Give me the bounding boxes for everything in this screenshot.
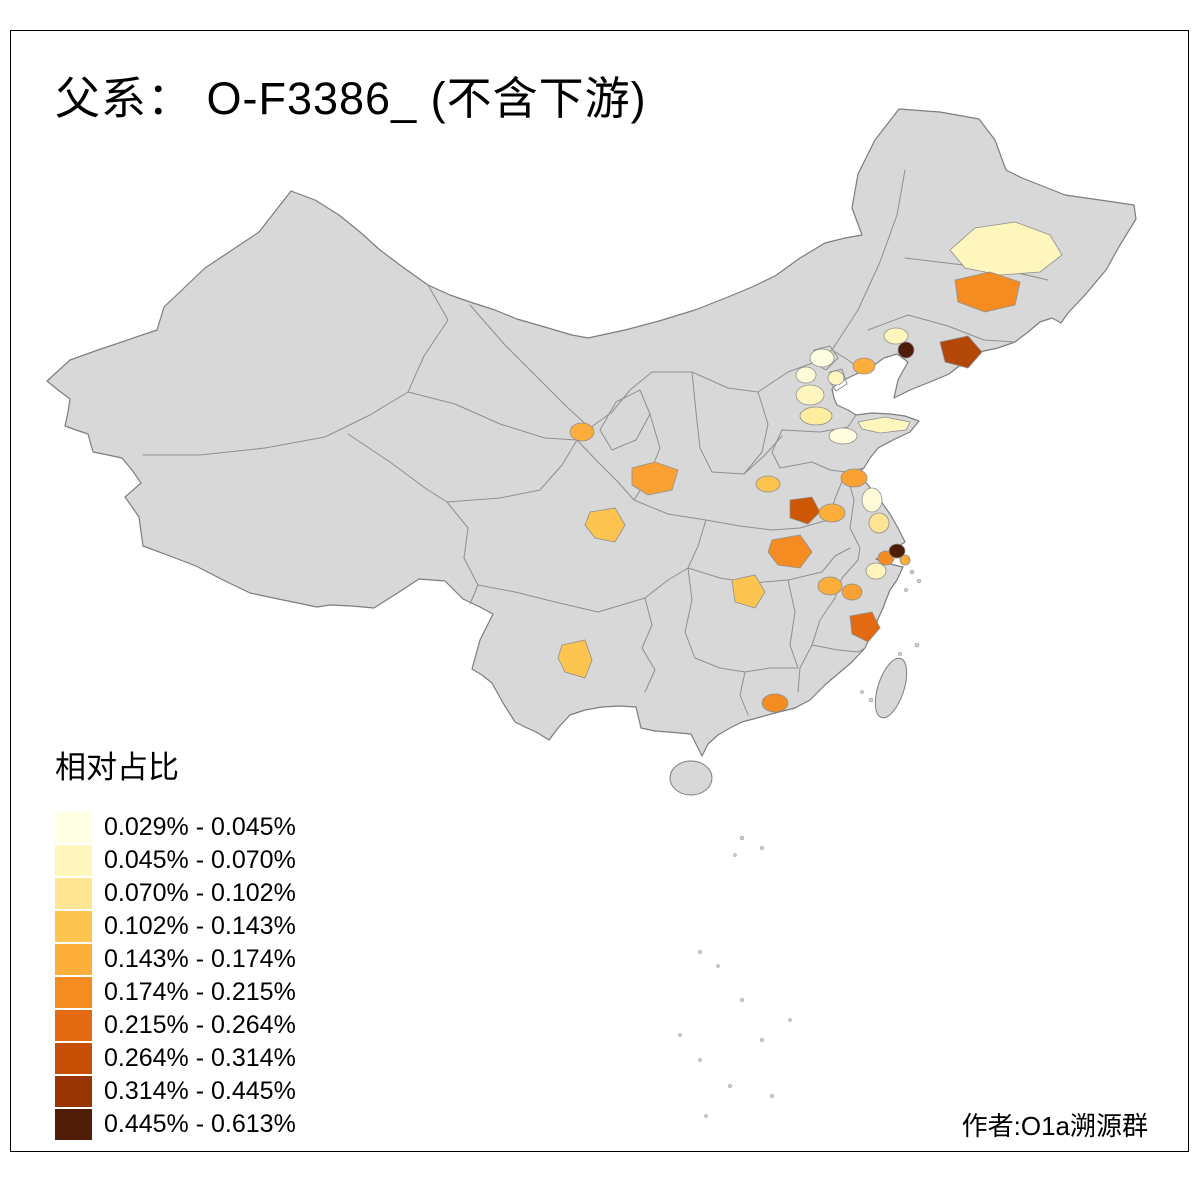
legend-row: 0.029% - 0.045% xyxy=(55,811,296,844)
legend-row: 0.314% - 0.445% xyxy=(55,1075,296,1108)
legend-label: 0.045% - 0.070% xyxy=(104,846,296,874)
legend-label: 0.102% - 0.143% xyxy=(104,912,296,940)
highlighted-region xyxy=(809,348,835,368)
legend-swatch xyxy=(55,977,92,1008)
legend-row: 0.045% - 0.070% xyxy=(55,844,296,877)
taiwan-island xyxy=(874,657,908,719)
legend-label: 0.143% - 0.174% xyxy=(104,945,296,973)
highlighted-region xyxy=(861,487,883,513)
legend-row: 0.215% - 0.264% xyxy=(55,1009,296,1042)
highlighted-region xyxy=(939,335,983,369)
islands xyxy=(669,657,908,796)
highlighted-region xyxy=(852,357,876,375)
legend-swatch xyxy=(55,1109,92,1140)
legend-swatch xyxy=(55,878,92,909)
highlighted-region xyxy=(827,370,845,386)
highlighted-region xyxy=(569,422,595,442)
plot-title: 父系： O-F3386_ (不含下游) xyxy=(55,73,647,124)
small-islands xyxy=(678,569,922,1118)
legend-label: 0.174% - 0.215% xyxy=(104,978,296,1006)
highlighted-region xyxy=(767,534,813,569)
highlighted-regions xyxy=(557,221,1063,713)
attribution: 作者:O1a溯源群 xyxy=(961,1111,1148,1141)
legend-swatch xyxy=(55,911,92,942)
highlighted-region xyxy=(799,406,833,426)
highlighted-region xyxy=(789,496,821,525)
legend-title: 相对占比 xyxy=(55,750,179,785)
highlighted-region xyxy=(857,416,911,434)
legend-row: 0.174% - 0.215% xyxy=(55,976,296,1009)
highlighted-region xyxy=(631,461,679,496)
legend-row: 0.445% - 0.613% xyxy=(55,1108,296,1141)
highlighted-region xyxy=(557,639,593,679)
highlighted-region xyxy=(817,576,843,596)
legend-swatch xyxy=(55,1010,92,1041)
highlighted-region xyxy=(954,271,1021,313)
highlighted-region xyxy=(840,468,868,488)
legend-label: 0.215% - 0.264% xyxy=(104,1011,296,1039)
highlighted-region xyxy=(818,503,846,523)
legend-row: 0.102% - 0.143% xyxy=(55,910,296,943)
highlighted-region xyxy=(849,611,881,643)
highlighted-region xyxy=(584,507,626,543)
legend-swatch xyxy=(55,1076,92,1107)
legend-swatch xyxy=(55,1043,92,1074)
legend-label: 0.445% - 0.613% xyxy=(104,1110,296,1138)
highlighted-region xyxy=(883,327,909,345)
highlighted-region xyxy=(841,583,863,601)
highlighted-region xyxy=(795,384,825,406)
highlighted-region xyxy=(899,554,911,566)
highlighted-region xyxy=(949,221,1063,276)
highlighted-region xyxy=(795,366,817,384)
legend-label: 0.070% - 0.102% xyxy=(104,879,296,907)
legend-swatch xyxy=(55,845,92,876)
legend: 相对占比 0.029% - 0.045% 0.045% - 0.070% 0.0… xyxy=(55,742,296,1141)
legend-label: 0.264% - 0.314% xyxy=(104,1044,296,1072)
highlighted-region xyxy=(828,427,858,445)
highlighted-region xyxy=(731,574,766,609)
legend-row: 0.143% - 0.174% xyxy=(55,943,296,976)
legend-row: 0.070% - 0.102% xyxy=(55,877,296,910)
highlighted-region xyxy=(897,341,915,359)
highlighted-region xyxy=(761,693,789,713)
hainan-island xyxy=(669,760,713,796)
highlighted-region xyxy=(865,562,887,580)
highlighted-region xyxy=(888,543,906,559)
legend-swatch xyxy=(55,812,92,843)
legend-label: 0.314% - 0.445% xyxy=(104,1077,296,1105)
legend-swatch xyxy=(55,944,92,975)
highlighted-region xyxy=(755,475,781,493)
highlighted-region xyxy=(868,512,890,534)
legend-row: 0.264% - 0.314% xyxy=(55,1042,296,1075)
legend-label: 0.029% - 0.045% xyxy=(104,813,296,841)
